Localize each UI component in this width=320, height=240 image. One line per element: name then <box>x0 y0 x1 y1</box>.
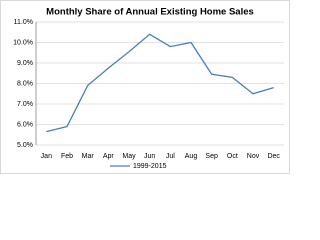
data-line <box>46 33 274 133</box>
x-tick-label: May <box>122 153 136 160</box>
y-tick-label: 6.0% <box>17 121 33 128</box>
y-tick-label: 10.0% <box>13 39 33 46</box>
x-tick-label: Apr <box>103 153 115 160</box>
x-tick-label: Dec <box>267 153 280 160</box>
y-tick-label: 5.0% <box>17 142 33 149</box>
x-tick-label: Jun <box>144 153 155 160</box>
x-tick-label: Mar <box>82 153 95 160</box>
x-tick-label: Sep <box>205 153 218 160</box>
chart-border <box>0 0 290 174</box>
chart-title: Monthly Share of Annual Existing Home Sa… <box>46 7 254 18</box>
legend-label: 1999-2015 <box>133 163 167 170</box>
x-tick-label: Oct <box>227 153 238 160</box>
y-tick-label: 9.0% <box>17 60 33 67</box>
y-tick-label: 7.0% <box>17 101 33 108</box>
x-tick-label: Aug <box>185 153 198 160</box>
x-tick-label: Nov <box>247 153 260 160</box>
chart: Monthly Share of Annual Existing Home Sa… <box>0 0 290 174</box>
y-tick-label: 8.0% <box>17 80 33 87</box>
y-tick-label: 11.0% <box>14 19 33 26</box>
x-tick-label: Feb <box>61 153 73 160</box>
x-tick-label: Jul <box>166 153 175 160</box>
x-tick-label: Jan <box>41 153 52 160</box>
